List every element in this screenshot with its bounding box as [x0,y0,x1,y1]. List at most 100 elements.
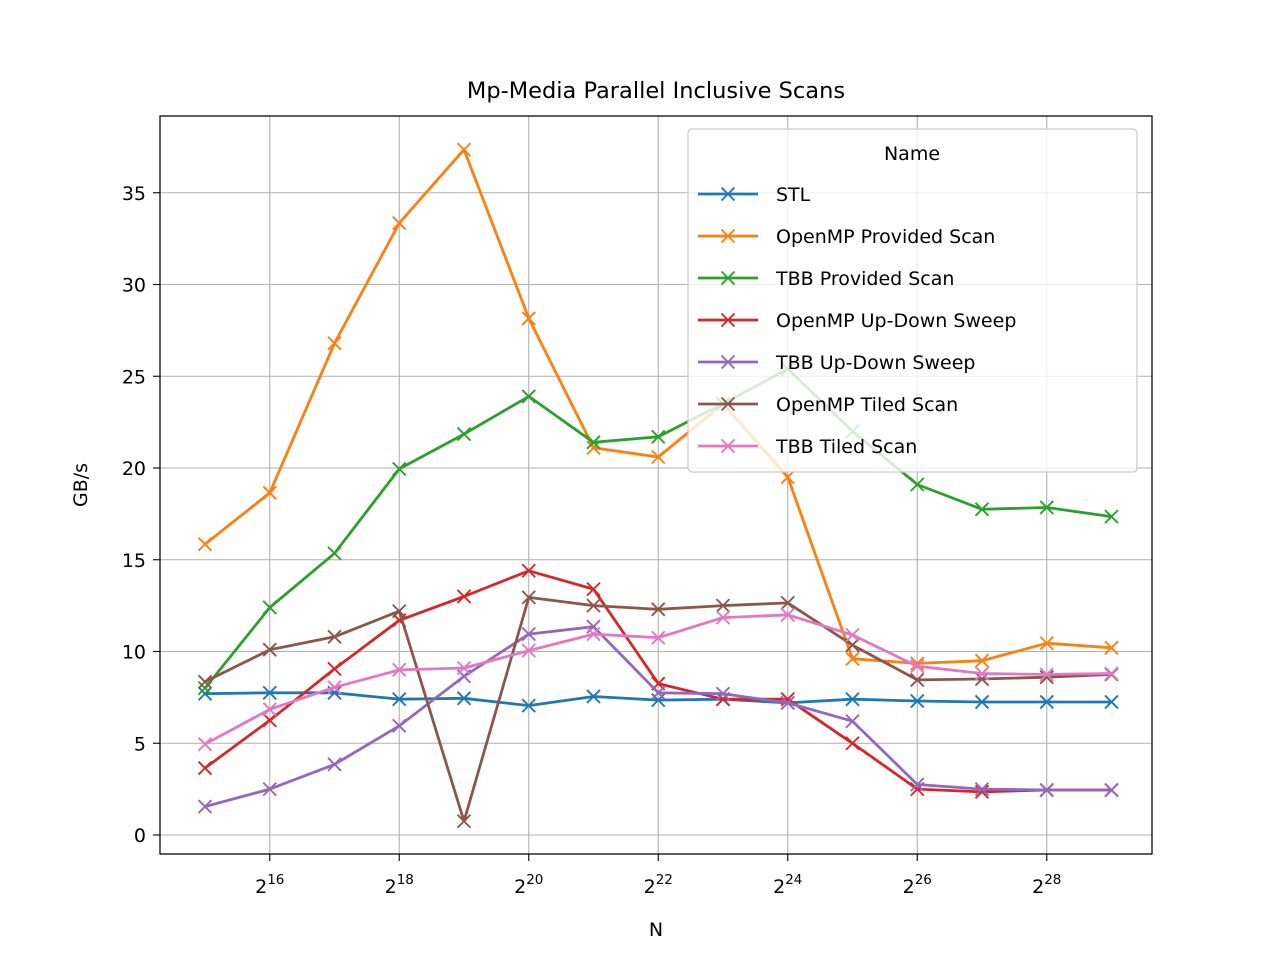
data-point-marker [1039,500,1054,515]
data-point-marker [392,603,407,619]
y-tick-label: 20 [122,458,146,480]
data-point-marker [521,389,536,404]
data-point-marker [845,692,860,707]
x-tick-label: 220 [514,872,543,898]
legend-label: TBB Tiled Scan [775,436,917,458]
legend-label: STL [776,184,811,206]
legend-label: OpenMP Tiled Scan [776,394,958,416]
data-point-marker [974,781,990,797]
data-point-marker [392,718,407,733]
data-point-marker [845,627,860,643]
data-point-marker [845,714,860,729]
data-point-marker [327,757,342,772]
x-tick-base: 2 [514,876,526,898]
data-point-marker [845,736,860,751]
data-point-marker [521,590,536,605]
legend-entries: STL OpenMP Provided Scan TBB Provided Scan… [698,184,1016,458]
y-tick-label: 25 [122,366,146,388]
x-tick-label: 224 [773,872,802,898]
legend-swatch-marker [720,228,736,244]
x-tick-label: 228 [1032,872,1061,898]
data-point-marker [521,626,536,642]
series-tbb-provided-scan [197,361,1119,696]
data-point-marker [586,689,601,704]
data-point-marker [910,672,925,688]
data-point-marker [586,435,601,450]
series-openmp-provided-scan [197,142,1119,671]
data-point-marker [651,685,666,700]
data-point-marker [456,426,472,442]
data-point-marker [392,215,407,231]
data-point-marker [456,660,472,676]
data-point-marker [1104,694,1119,710]
data-point-marker [586,440,601,455]
data-point-marker [327,661,342,677]
x-tick-label: 226 [903,872,932,898]
data-point-marker [456,814,472,829]
data-point-marker [262,781,277,797]
data-point-marker [715,686,731,701]
data-point-marker [845,637,860,653]
data-point-marker [327,629,342,644]
series-openmp-tiled-scan [197,590,1119,829]
data-point-marker [1104,782,1119,798]
data-point-marker [651,602,666,617]
legend-entry: STL [698,184,811,206]
data-point-marker [780,470,795,485]
series-lines [197,142,1119,829]
legend-swatch-marker [720,354,736,370]
legend-box [687,128,1138,473]
data-point-marker [974,694,990,710]
data-point-marker [780,607,795,622]
x-tick-exponent: 24 [785,872,802,888]
legend-label: OpenMP Up-Down Sweep [776,310,1016,332]
data-point-marker [1039,694,1054,710]
y-tick-label: 10 [122,642,146,664]
y-tick-label: 0 [134,825,146,847]
data-point-marker [456,142,472,157]
x-tick-exponent: 18 [397,872,414,888]
data-point-marker [262,600,277,615]
data-point-marker [715,610,731,625]
x-tick-base: 2 [773,876,785,898]
x-tick-base: 2 [903,876,915,898]
data-point-marker [651,429,666,444]
legend-swatch-marker [720,186,736,202]
y-tick-label: 15 [122,550,146,572]
y-tick-label: 35 [122,183,146,205]
x-tick-base: 2 [644,876,656,898]
data-point-marker [327,680,342,695]
data-point-marker [521,643,536,658]
y-tick-label: 5 [134,733,146,755]
legend: Name STL OpenMP Provided Scan TBB Provided… [687,128,1138,473]
legend-entry: OpenMP Tiled Scan [698,394,958,416]
data-point-marker [715,598,731,613]
data-point-marker [197,681,213,696]
data-point-marker [910,659,925,674]
chart-title: Mp-Media Parallel Inclusive Scans [467,78,845,104]
data-point-marker [521,698,536,713]
data-point-marker [1039,670,1054,685]
data-point-marker [651,630,666,645]
data-point-marker [974,653,990,668]
data-point-marker [1039,636,1054,651]
data-point-marker [327,546,342,561]
data-point-marker [521,563,536,578]
x-tick-exponent: 28 [1044,872,1061,888]
data-point-marker [262,685,277,700]
data-point-marker [780,595,795,611]
legend-entry: TBB Up-Down Sweep [698,352,975,374]
data-point-marker [1039,782,1054,798]
data-point-marker [197,674,213,689]
data-point-marker [262,642,277,657]
x-tick-exponent: 16 [267,872,284,888]
x-tick-label: 218 [385,872,414,898]
data-point-marker [262,713,277,728]
data-point-marker [974,502,990,517]
legend-entry: OpenMP Up-Down Sweep [698,310,1016,332]
x-tick-base: 2 [255,876,267,898]
series-tbb-up-down-sweep [197,619,1119,814]
x-tick-label: 216 [255,872,284,898]
data-point-marker [586,581,601,597]
